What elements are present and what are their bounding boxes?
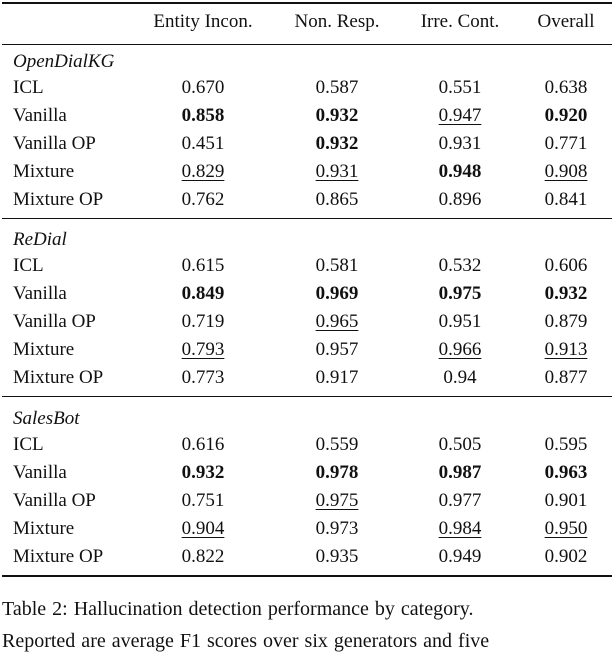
cell: 0.987 (438, 462, 482, 483)
cell: 0.896 (438, 189, 482, 210)
cell: 0.670 (181, 77, 225, 98)
cell: 0.965 (315, 311, 359, 332)
cell: 0.932 (181, 462, 225, 483)
cell: 0.975 (315, 490, 359, 511)
cell: 0.532 (438, 255, 482, 276)
cell: 0.606 (544, 255, 588, 276)
cell: 0.587 (315, 77, 359, 98)
cell: 0.951 (438, 311, 482, 332)
cell: 0.616 (181, 434, 225, 455)
cell: 0.932 (315, 133, 359, 154)
row-label: Mixture OP (13, 189, 104, 210)
cell: 0.984 (438, 518, 482, 539)
row-label: Vanilla OP (13, 311, 96, 332)
cell: 0.638 (544, 77, 588, 98)
cell: 0.858 (181, 105, 225, 126)
rule (2, 2, 612, 4)
cell: 0.762 (181, 189, 225, 210)
cell: 0.920 (544, 105, 588, 126)
cell: 0.451 (181, 133, 225, 154)
section-title: SalesBot (13, 408, 80, 429)
rule (2, 575, 612, 577)
cell: 0.931 (315, 161, 359, 182)
cell: 0.865 (315, 189, 359, 210)
cell: 0.969 (315, 283, 359, 304)
row-label: ICL (13, 77, 44, 98)
cell: 0.932 (544, 283, 588, 304)
section-title: ReDial (13, 229, 67, 250)
row-label: Mixture (13, 518, 75, 539)
cell: 0.505 (438, 434, 482, 455)
rule (2, 218, 612, 219)
cell: 0.773 (181, 367, 225, 388)
cell: 0.947 (438, 105, 482, 126)
cell: 0.917 (315, 367, 359, 388)
cell: 0.949 (438, 546, 482, 567)
cell: 0.902 (544, 546, 588, 567)
caption-line: Table 2: Hallucination detection perform… (2, 598, 474, 620)
row-label: ICL (13, 434, 44, 455)
caption-line: Reported are average F1 scores over six … (2, 630, 490, 652)
cell: 0.935 (315, 546, 359, 567)
cell: 0.908 (544, 161, 588, 182)
column-header: Entity Incon. (153, 11, 253, 32)
row-label: Vanilla OP (13, 133, 96, 154)
row-label: Vanilla (13, 283, 67, 304)
row-label: Vanilla OP (13, 490, 96, 511)
section-title: OpenDialKG (13, 51, 115, 72)
cell: 0.904 (181, 518, 225, 539)
cell: 0.975 (438, 283, 482, 304)
cell: 0.793 (181, 339, 225, 360)
row-label: Mixture (13, 161, 75, 182)
cell: 0.615 (181, 255, 225, 276)
rule (2, 44, 612, 45)
cell: 0.849 (181, 283, 225, 304)
cell: 0.751 (181, 490, 225, 511)
cell: 0.595 (544, 434, 588, 455)
cell: 0.719 (181, 311, 225, 332)
row-label: Vanilla (13, 105, 67, 126)
cell: 0.977 (438, 490, 482, 511)
column-header: Irre. Cont. (420, 11, 500, 32)
rule (2, 396, 612, 397)
cell: 0.963 (544, 462, 588, 483)
cell: 0.551 (438, 77, 482, 98)
row-label: Mixture OP (13, 546, 104, 567)
cell: 0.913 (544, 339, 588, 360)
cell: 0.877 (544, 367, 588, 388)
cell: 0.901 (544, 490, 588, 511)
row-label: Mixture OP (13, 367, 104, 388)
cell: 0.948 (438, 161, 482, 182)
cell: 0.94 (443, 367, 477, 388)
cell: 0.978 (315, 462, 359, 483)
row-label: Mixture (13, 339, 75, 360)
cell: 0.771 (544, 133, 588, 154)
column-header: Overall (537, 11, 595, 32)
cell: 0.879 (544, 311, 588, 332)
cell: 0.932 (315, 105, 359, 126)
cell: 0.841 (544, 189, 588, 210)
cell: 0.973 (315, 518, 359, 539)
cell: 0.581 (315, 255, 359, 276)
cell: 0.559 (315, 434, 359, 455)
cell: 0.957 (315, 339, 359, 360)
cell: 0.950 (544, 518, 588, 539)
cell: 0.829 (181, 161, 225, 182)
cell: 0.966 (438, 339, 482, 360)
row-label: ICL (13, 255, 44, 276)
cell: 0.822 (181, 546, 225, 567)
cell: 0.931 (438, 133, 482, 154)
row-label: Vanilla (13, 462, 67, 483)
column-header: Non. Resp. (294, 11, 380, 32)
